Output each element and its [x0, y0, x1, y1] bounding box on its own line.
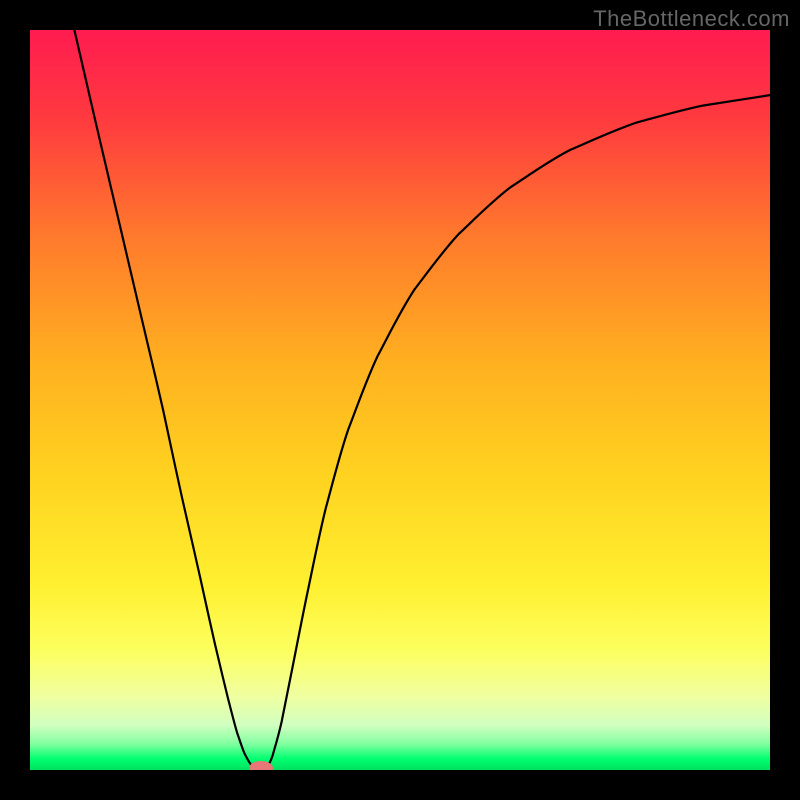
chart-container: TheBottleneck.com	[0, 0, 800, 800]
watermark-text: TheBottleneck.com	[593, 6, 790, 32]
plot-area	[30, 30, 770, 770]
optimum-marker	[249, 761, 273, 770]
gradient-background	[30, 30, 770, 770]
